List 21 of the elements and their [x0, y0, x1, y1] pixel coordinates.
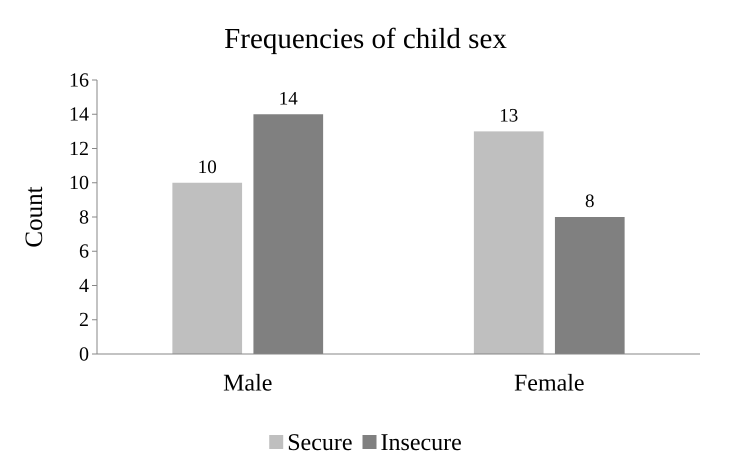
data-label: 10 — [198, 156, 217, 178]
y-tick-label: 2 — [79, 309, 89, 332]
bar — [474, 131, 544, 354]
y-tick-label: 8 — [79, 206, 89, 228]
bar — [172, 182, 242, 354]
data-label: 13 — [499, 105, 518, 126]
y-tick-label: 12 — [69, 138, 89, 160]
y-tick-label: 4 — [79, 274, 89, 297]
data-label: 14 — [278, 88, 298, 110]
y-tick-label: 10 — [69, 172, 89, 194]
x-tick-label: Male — [223, 370, 272, 397]
y-tick-label: 0 — [79, 343, 89, 366]
y-axis-title: Count — [21, 186, 48, 248]
legend-label: Insecure — [380, 430, 462, 456]
x-tick-label: Female — [514, 370, 585, 397]
chart-title: Frequencies of child sex — [224, 23, 508, 55]
data-label: 8 — [585, 191, 595, 212]
legend-label: Secure — [287, 430, 353, 456]
y-tick-label: 16 — [69, 69, 89, 92]
y-tick-label: 6 — [79, 240, 89, 263]
y-tick-label: 14 — [69, 104, 89, 126]
